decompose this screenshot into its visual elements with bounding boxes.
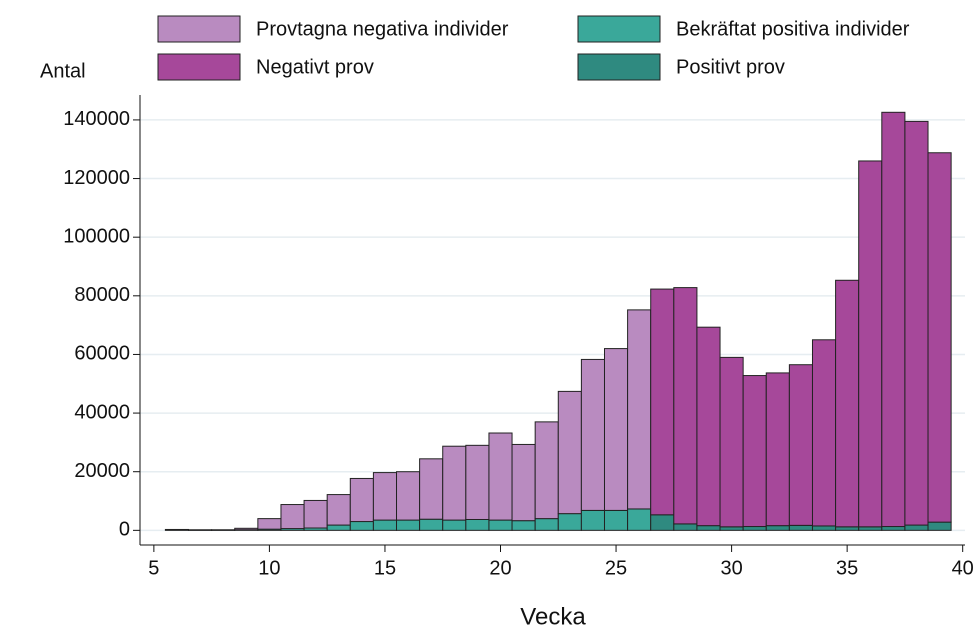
bar xyxy=(326,494,351,526)
x-tick-label: 10 xyxy=(258,557,280,579)
bar xyxy=(881,111,906,528)
x-tick-label: 40 xyxy=(952,557,974,579)
bar xyxy=(627,508,652,531)
bar xyxy=(696,525,721,531)
legend-swatch xyxy=(577,15,661,43)
legend-swatch xyxy=(157,53,241,81)
x-tick-label: 5 xyxy=(148,557,159,579)
y-tick-label: 80000 xyxy=(74,284,130,306)
bar xyxy=(927,521,952,531)
bar xyxy=(511,443,536,522)
bar xyxy=(234,527,259,531)
bar xyxy=(811,339,837,527)
bar xyxy=(164,528,190,531)
bar xyxy=(303,499,328,529)
bar xyxy=(603,348,629,511)
legend-swatch xyxy=(157,15,241,43)
bar xyxy=(627,309,652,510)
legend-swatch xyxy=(577,53,661,81)
bar xyxy=(788,524,813,531)
bar xyxy=(396,519,421,531)
bar xyxy=(280,504,305,530)
y-tick-label: 40000 xyxy=(74,401,130,423)
bar xyxy=(419,458,444,520)
y-tick-label: 60000 xyxy=(74,343,130,365)
bar xyxy=(372,472,398,521)
x-tick-label: 25 xyxy=(605,557,627,579)
bar xyxy=(904,120,929,526)
bar xyxy=(557,390,582,515)
bar xyxy=(534,421,559,520)
x-tick-label: 30 xyxy=(720,557,742,579)
x-tick-label: 20 xyxy=(489,557,511,579)
y-tick-label: 0 xyxy=(119,519,130,541)
bar xyxy=(719,526,744,531)
bar xyxy=(811,525,837,531)
bar xyxy=(488,519,513,531)
bar xyxy=(557,513,582,531)
bar xyxy=(603,509,629,531)
bar xyxy=(765,525,790,531)
legend-label: Bekräftat positiva individer xyxy=(676,18,910,40)
bar xyxy=(442,445,467,521)
y-axis-label: Antal xyxy=(40,60,86,82)
y-tick-label: 120000 xyxy=(63,167,130,189)
bar xyxy=(858,160,883,528)
bar xyxy=(488,432,513,521)
x-tick-label: 35 xyxy=(836,557,858,579)
bar xyxy=(835,279,860,528)
bar xyxy=(788,364,813,526)
legend-label: Positivt prov xyxy=(676,56,785,78)
bar xyxy=(765,372,790,527)
x-tick-label: 15 xyxy=(374,557,396,579)
legend-label: Provtagna negativa individer xyxy=(256,18,509,40)
bar xyxy=(349,521,374,531)
bar xyxy=(904,524,929,531)
y-tick-label: 140000 xyxy=(63,108,130,130)
bar xyxy=(326,524,351,531)
bar xyxy=(719,356,744,528)
bar xyxy=(511,520,536,531)
bar xyxy=(673,287,698,525)
bar xyxy=(442,519,467,531)
bar xyxy=(650,288,675,516)
legend-label: Negativt prov xyxy=(256,56,374,78)
bar xyxy=(580,358,605,511)
bar xyxy=(673,523,698,531)
bar xyxy=(742,375,767,528)
bar xyxy=(696,326,721,527)
y-tick-label: 20000 xyxy=(74,460,130,482)
bar xyxy=(858,526,883,531)
bar xyxy=(580,509,605,531)
bar xyxy=(465,444,490,520)
x-axis-label: Vecka xyxy=(520,603,586,630)
bar xyxy=(881,526,906,531)
bar xyxy=(742,526,767,531)
bar xyxy=(534,518,559,531)
bar xyxy=(465,518,490,531)
bar xyxy=(927,152,952,523)
bar xyxy=(835,526,860,531)
bar xyxy=(396,471,421,521)
bar xyxy=(349,477,374,523)
bar xyxy=(372,519,398,531)
bar xyxy=(650,514,675,531)
bar xyxy=(419,518,444,531)
bar xyxy=(257,518,282,530)
y-tick-label: 100000 xyxy=(63,225,130,247)
